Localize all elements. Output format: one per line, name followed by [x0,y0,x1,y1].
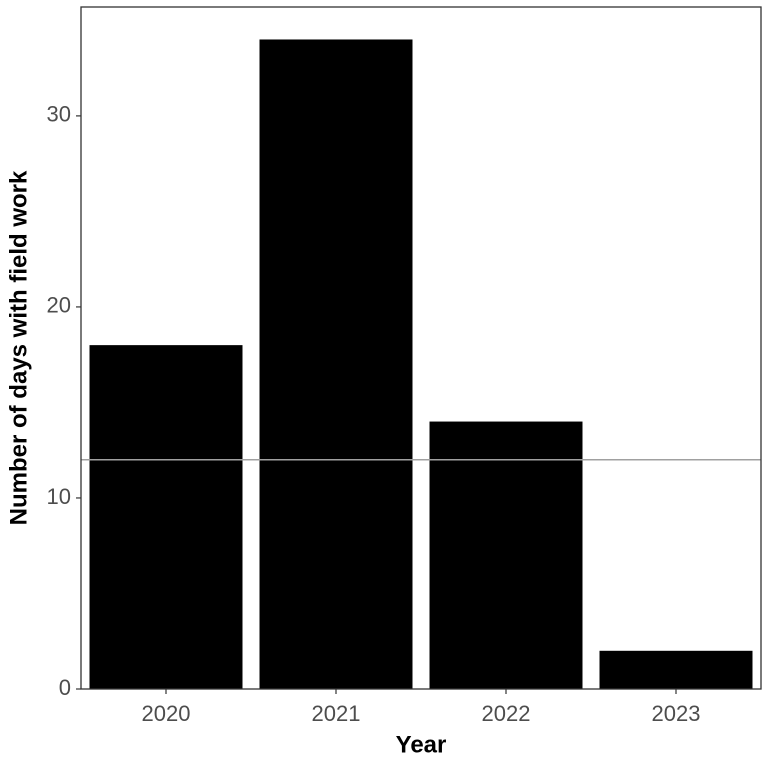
x-tick-label: 2020 [142,701,191,726]
x-tick-label: 2023 [652,701,701,726]
bar [259,39,413,689]
y-axis-title: Number of days with field work [5,170,32,525]
x-axis-title: Year [396,731,447,758]
y-tick-label: 10 [47,484,71,509]
bar [599,650,753,689]
panel-border [80,6,762,690]
bar [429,421,583,689]
y-tick-label: 30 [47,102,71,127]
y-tick-label: 20 [47,293,71,318]
y-tick-label: 0 [59,675,71,700]
x-tick-label: 2022 [482,701,531,726]
x-tick-label: 2021 [312,701,361,726]
bar [89,345,243,689]
